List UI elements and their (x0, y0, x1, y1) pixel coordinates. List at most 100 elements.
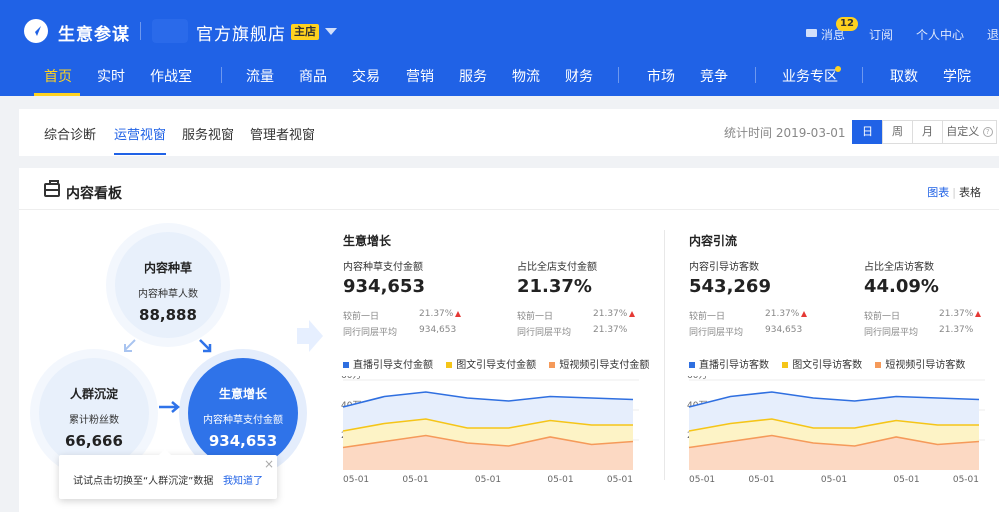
legend-label: 图文引导支付金额 (456, 360, 537, 371)
grow-value: 934,653 (208, 432, 278, 450)
traffic-metric2-value: 44.09% (864, 276, 939, 297)
grow-label: 内容种草支付金额 (203, 415, 283, 426)
legend-item[interactable]: 图文引导支付金额 (446, 360, 536, 371)
nav-item-business-zone[interactable]: 业务专区 (782, 69, 838, 85)
traffic-metric2-cmp1: 21.37% (939, 309, 982, 319)
message-icon[interactable] (806, 29, 817, 37)
view-chart-toggle[interactable]: 图表 (927, 186, 950, 199)
legend-item[interactable]: 图文引导访客数 (782, 360, 862, 371)
traffic-metric1-label: 内容引导访客数 (689, 262, 759, 273)
nav-item-market[interactable]: 市场 (647, 69, 675, 85)
period-month-button[interactable]: 月 (912, 120, 943, 144)
arrow-right-icon (159, 401, 180, 413)
growth-metric2-cmp1-value: 21.37% (593, 309, 628, 319)
legend-label: 短视频引导支付金额 (559, 360, 650, 371)
x-tick-label: 05-01 (821, 475, 847, 484)
main-nav: 首页 实时 作战室 流量 商品 交易 营销 服务 物流 财务 市场 竞争 业务专… (0, 56, 999, 96)
arrow-up-icon (975, 310, 982, 317)
legend-item[interactable]: 短视频引导访客数 (875, 360, 965, 371)
logout-link[interactable]: 退 (987, 28, 999, 42)
line-series-2 (688, 418, 979, 432)
arrow-down-right-icon (199, 339, 212, 353)
growth-metric2-label: 占比全店支付金额 (517, 262, 597, 273)
line-series-3 (688, 434, 980, 449)
legend-item[interactable]: 直播引导访客数 (689, 360, 769, 371)
nav-item-traffic[interactable]: 流量 (246, 69, 274, 85)
arrow-down-left-icon (124, 339, 136, 352)
growth-metric1-value: 934,653 (343, 276, 425, 297)
growth-section-title: 生意增长 (343, 234, 392, 248)
content-seed-circle[interactable]: 内容种草 内容种草人数 88,888 (115, 232, 221, 338)
legend-swatch (343, 362, 349, 368)
shop-switch-caret-icon[interactable] (325, 28, 337, 35)
legend-label: 图文引导访客数 (792, 360, 863, 371)
tab-manager-view[interactable]: 管理者视窗 (250, 128, 316, 143)
legend-item[interactable]: 短视频引导支付金额 (549, 360, 649, 371)
nav-item-logistics[interactable]: 物流 (512, 69, 540, 85)
seed-value: 88,888 (139, 306, 197, 324)
divider (140, 22, 141, 40)
growth-metric2-cmp1: 21.37% (593, 309, 636, 319)
view-table-toggle[interactable]: 表格 (959, 186, 981, 199)
legend-label: 直播引导支付金额 (353, 360, 433, 371)
growth-metric1-cmp2-value: 934,653 (419, 325, 457, 335)
app-title[interactable]: 生意参谋 (58, 25, 130, 45)
legend-item[interactable]: 直播引导支付金额 (343, 360, 433, 371)
traffic-legend: 直播引导访客数 图文引导访客数 短视频引导访客数 (689, 356, 975, 371)
period-custom-button[interactable]: 自定义 ? (942, 120, 997, 144)
shop-name[interactable]: 官方旗舰店 (196, 25, 286, 45)
period-day-button[interactable]: 日 (852, 120, 883, 144)
crowd-title: 人群沉淀 (69, 387, 118, 401)
close-icon[interactable]: × (264, 457, 275, 471)
x-tick-label: 05-01 (748, 475, 774, 484)
nav-item-competition[interactable]: 竞争 (700, 69, 728, 85)
nav-item-transactions[interactable]: 交易 (352, 69, 380, 85)
period-custom-label: 自定义 (946, 125, 980, 138)
personal-center-link[interactable]: 个人中心 (916, 28, 965, 42)
period-week-button[interactable]: 周 (882, 120, 913, 144)
crowd-circle[interactable]: 人群沉淀 累计粉丝数 66,666 (39, 358, 149, 468)
arrow-up-icon (455, 310, 462, 317)
tab-service-view[interactable]: 服务视窗 (182, 128, 235, 143)
x-tick-label: 05-01 (893, 475, 919, 484)
nav-active-underline (34, 93, 80, 96)
legend-swatch (446, 362, 453, 368)
nav-separator (755, 67, 756, 83)
arrow-up-icon (801, 310, 808, 317)
nav-item-service[interactable]: 服务 (459, 69, 487, 85)
nav-item-data-fetch[interactable]: 取数 (890, 69, 918, 85)
seed-title: 内容种草 (143, 261, 192, 275)
crowd-value: 66,666 (65, 432, 123, 450)
tab-operation-view[interactable]: 运营视窗 (114, 128, 167, 143)
growth-circle[interactable]: 生意增长 内容种草支付金额 934,653 (188, 358, 298, 468)
traffic-metric1-value: 543,269 (689, 276, 771, 297)
growth-metric1-cmp2-label: 同行同层平均 (343, 328, 398, 338)
nav-item-products[interactable]: 商品 (299, 69, 327, 85)
view-toggle: 图表 | 表格 (927, 186, 981, 199)
line-series-1 (342, 391, 634, 408)
x-tick-label: 05-01 (953, 475, 979, 484)
tooltip-ok-link[interactable]: 我知道了 (223, 476, 263, 487)
briefcase-icon (44, 180, 60, 197)
arrow-expand-icon (297, 320, 323, 352)
tab-overall-diagnosis[interactable]: 综合诊断 (44, 128, 97, 143)
x-tick-label: 05-01 (402, 475, 428, 484)
arrow-up-icon (629, 310, 636, 317)
subscribe-link[interactable]: 订阅 (869, 28, 894, 42)
panel-header: 内容看板 图表 | 表格 (19, 168, 999, 210)
growth-metric1-label: 内容种草支付金额 (343, 262, 423, 273)
nav-item-home[interactable]: 首页 (44, 69, 72, 85)
nav-item-realtime[interactable]: 实时 (97, 69, 125, 85)
legend-swatch (689, 362, 695, 368)
nav-item-war-room[interactable]: 作战室 (150, 69, 192, 85)
nav-separator (221, 67, 222, 83)
nav-item-academy[interactable]: 学院 (943, 69, 971, 85)
nav-item-marketing[interactable]: 营销 (406, 69, 434, 85)
traffic-metric2-cmp2-label: 同行同层平均 (864, 328, 919, 338)
logo-icon[interactable] (24, 19, 48, 43)
nav-item-finance[interactable]: 财务 (565, 69, 593, 85)
legend-swatch (549, 362, 556, 368)
messages-link[interactable]: 消息 (821, 28, 846, 42)
growth-metric2-cmp2-label: 同行同层平均 (517, 328, 572, 338)
messages-count-badge: 12 (836, 17, 858, 31)
